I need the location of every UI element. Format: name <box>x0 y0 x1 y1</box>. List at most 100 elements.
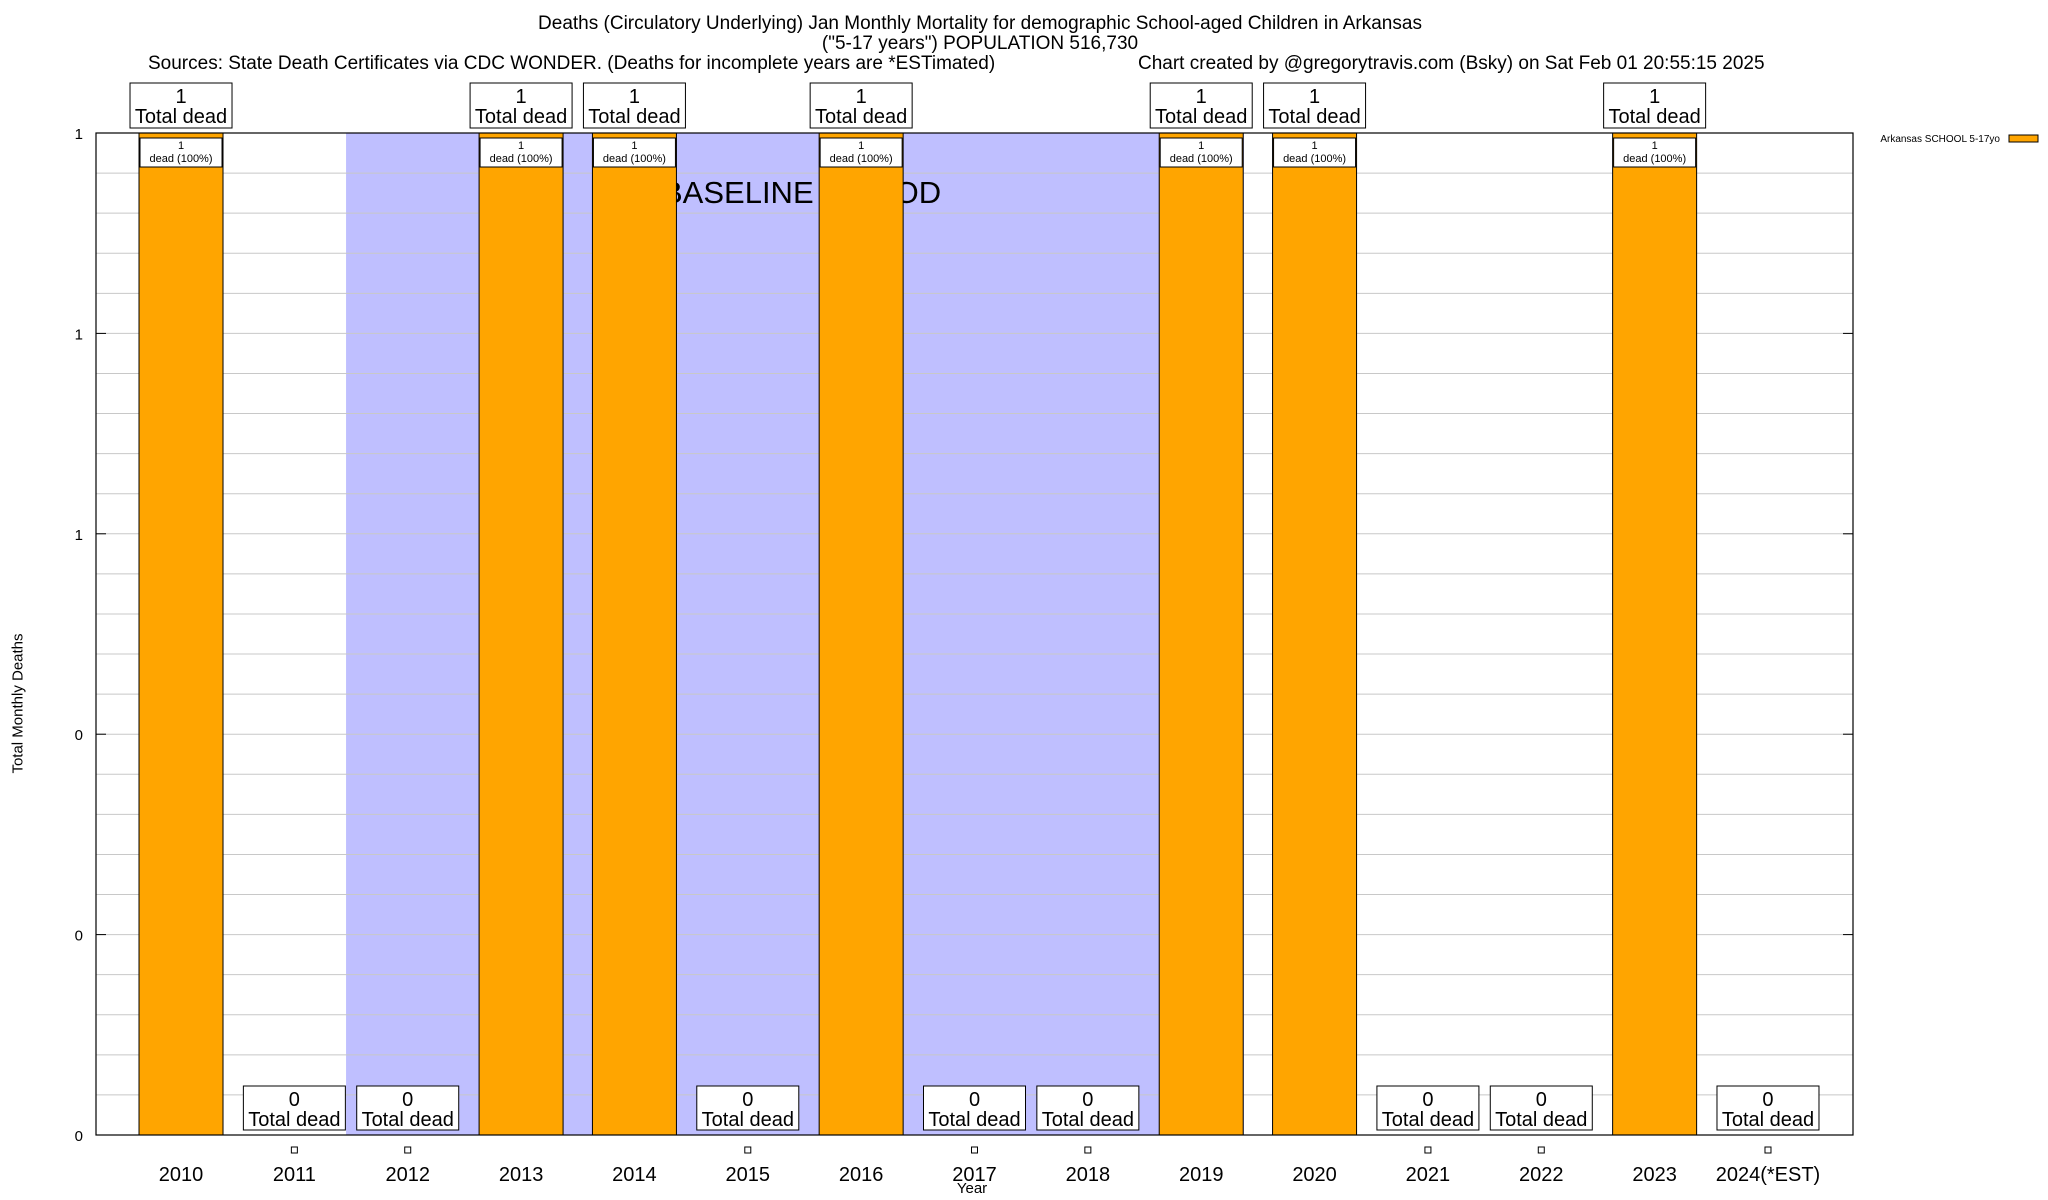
total-dead-label: Total dead <box>815 106 907 128</box>
y-axis-label: Total Monthly Deaths <box>9 633 27 774</box>
x-axis-label: Year <box>956 1180 988 1197</box>
x-tick-label: 2011 <box>273 1164 316 1186</box>
x-tick-label: 2018 <box>1066 1164 1111 1186</box>
zero-marker <box>1084 1146 1092 1154</box>
bar-percent-label: dead (100%) <box>490 153 553 165</box>
total-value-label: 0 <box>969 1089 980 1111</box>
bar <box>478 132 564 1136</box>
total-label-box <box>1263 82 1367 129</box>
total-dead-label: Total dead <box>135 106 227 128</box>
y-tick-label: 1 <box>75 326 83 343</box>
bar <box>1158 132 1244 1136</box>
total-value-label: 0 <box>402 1089 413 1111</box>
total-label-box <box>1603 82 1707 129</box>
total-label-box <box>923 1085 1026 1131</box>
bar-percent-label: dead (100%) <box>150 153 213 165</box>
y-tick-label: 0 <box>75 1128 83 1145</box>
bar-label-box <box>819 137 903 168</box>
bar <box>818 132 904 1136</box>
total-value-label: 0 <box>1422 1089 1433 1111</box>
bar-value-label: 1 <box>1198 140 1204 152</box>
total-dead-label: Total dead <box>702 1109 794 1131</box>
y-tick-label: 0 <box>75 928 83 945</box>
total-value-label: 1 <box>629 86 640 108</box>
total-label-box <box>582 82 686 129</box>
bar-percent-label: dead (100%) <box>830 153 893 165</box>
total-value-label: 0 <box>1536 1089 1547 1111</box>
total-dead-label: Total dead <box>362 1109 454 1131</box>
total-value-label: 0 <box>289 1089 300 1111</box>
bar-value-label: 1 <box>518 140 524 152</box>
total-value-label: 0 <box>742 1089 753 1111</box>
total-dead-label: Total dead <box>1155 106 1247 128</box>
x-tick-label: 2010 <box>159 1164 204 1186</box>
total-dead-label: Total dead <box>928 1109 1020 1131</box>
x-tick-label: 2024(*EST) <box>1716 1164 1821 1186</box>
total-label-box <box>1489 1085 1593 1131</box>
bar-percent-label: dead (100%) <box>1283 153 1346 165</box>
bar-value-label: 1 <box>178 140 184 152</box>
bar-value-label: 1 <box>1652 140 1658 152</box>
zero-marker <box>1537 1146 1545 1154</box>
bar <box>1612 132 1698 1136</box>
total-dead-label: Total dead <box>1722 1109 1814 1131</box>
chart-title-line-2: ("5-17 years") POPULATION 516,730 <box>821 33 1139 54</box>
x-tick-label: 2021 <box>1406 1164 1451 1186</box>
x-tick-label: 2020 <box>1292 1164 1337 1186</box>
bar-label-box <box>139 137 223 168</box>
bar-percent-label: dead (100%) <box>1170 153 1233 165</box>
zero-marker <box>744 1146 752 1154</box>
total-label-box <box>809 82 913 129</box>
x-tick-label: 2013 <box>499 1164 544 1186</box>
total-label-box <box>1376 1085 1480 1131</box>
bar-value-label: 1 <box>858 140 864 152</box>
y-tick-label: 0 <box>75 727 83 744</box>
total-dead-label: Total dead <box>1382 1109 1474 1131</box>
total-label-box <box>1716 1085 1820 1131</box>
x-tick-label: 2014 <box>612 1164 657 1186</box>
total-value-label: 1 <box>1649 86 1660 108</box>
total-value-label: 1 <box>1196 86 1207 108</box>
total-label-box <box>469 82 573 129</box>
total-dead-label: Total dead <box>1268 106 1360 128</box>
total-value-label: 1 <box>516 86 527 108</box>
x-tick-label: 2019 <box>1179 1164 1224 1186</box>
bar-value-label: 1 <box>1312 140 1318 152</box>
bar <box>591 132 677 1136</box>
x-tick-label: 2015 <box>726 1164 771 1186</box>
y-tick-label: 1 <box>75 527 83 544</box>
total-dead-label: Total dead <box>248 1109 340 1131</box>
total-label-box <box>242 1085 346 1131</box>
sources-note: Sources: State Death Certificates via CD… <box>148 53 996 74</box>
total-value-label: 1 <box>175 86 186 108</box>
bar-label-box <box>1273 137 1357 168</box>
x-tick-label: 2022 <box>1519 1164 1564 1186</box>
bar-label-box <box>1613 137 1697 168</box>
zero-marker <box>971 1146 978 1154</box>
total-label-box <box>1149 82 1253 129</box>
total-label-box <box>129 82 233 129</box>
bar <box>1272 132 1358 1136</box>
bar-value-label: 1 <box>631 140 637 152</box>
chart-credit: Chart created by @gregorytravis.com (Bsk… <box>1138 53 1765 74</box>
bar-percent-label: dead (100%) <box>603 153 666 165</box>
bar-label-box <box>479 137 563 168</box>
zero-marker <box>290 1146 298 1154</box>
y-tick-label: 1 <box>75 126 83 143</box>
zero-marker <box>1424 1146 1432 1154</box>
x-tick-label: 2023 <box>1632 1164 1677 1186</box>
total-label-box <box>356 1085 460 1131</box>
total-value-label: 0 <box>1762 1089 1773 1111</box>
total-dead-label: Total dead <box>1608 106 1700 128</box>
total-label-box <box>696 1085 800 1131</box>
bar-label-box <box>1159 137 1243 168</box>
total-value-label: 1 <box>856 86 867 108</box>
total-dead-label: Total dead <box>588 106 680 128</box>
zero-marker <box>1764 1146 1772 1154</box>
legend-label: Arkansas SCHOOL 5-17yo <box>1880 134 2000 145</box>
x-tick-label: 2017 <box>952 1164 997 1186</box>
zero-marker <box>404 1146 412 1154</box>
chart-title-line-1: Deaths (Circulatory Underlying) Jan Mont… <box>538 13 1422 34</box>
bar-label-box <box>592 137 676 168</box>
